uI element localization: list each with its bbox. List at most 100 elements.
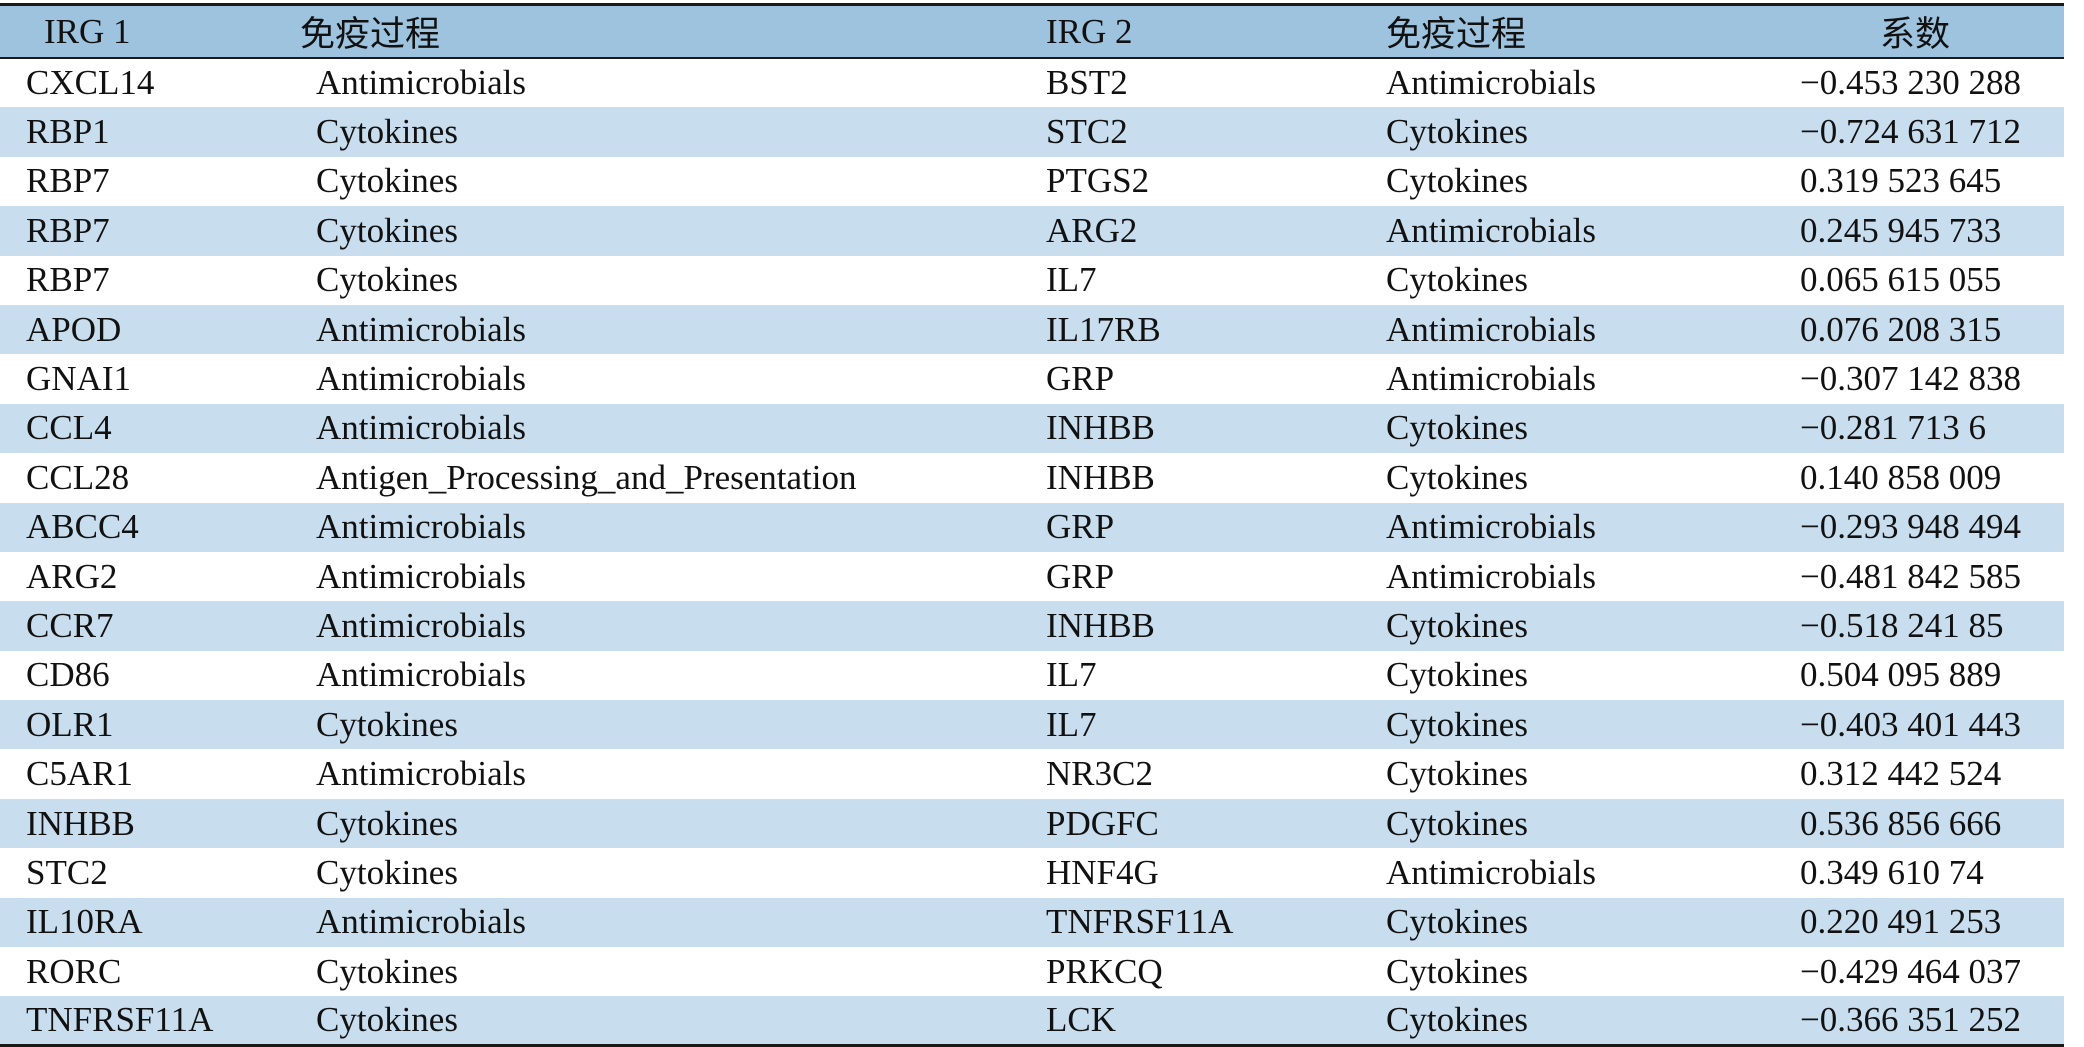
cell-irg2: IL17RB <box>1046 309 1161 349</box>
cell-coefficient: −0.518 241 85 <box>1800 605 2004 645</box>
cell-coefficient: −0.403 401 443 <box>1800 704 2021 744</box>
table-row: RORC Cytokines PRKCQ Cytokines −0.429 464 03… <box>0 947 2064 996</box>
cell-immune-process-1: Antigen_Processing_and_Presentation <box>316 457 857 497</box>
cell-irg1: APOD <box>26 309 122 349</box>
cell-immune-process-1: Antimicrobials <box>316 359 526 399</box>
cell-immune-process-1: Cytokines <box>316 704 458 744</box>
cell-immune-process-2: Cytokines <box>1386 803 1528 843</box>
table-row: GNAI1 Antimicrobials GRP Antimicrobials −0.3… <box>0 354 2064 403</box>
cell-coefficient: 0.349 610 74 <box>1800 852 1984 892</box>
cell-immune-process-1: Antimicrobials <box>316 754 526 794</box>
cell-immune-process-2: Antimicrobials <box>1386 309 1596 349</box>
cell-irg1: IL10RA <box>26 902 143 942</box>
cell-immune-process-1: Cytokines <box>316 210 458 250</box>
cell-immune-process-1: Cytokines <box>316 852 458 892</box>
table-row: RBP1 Cytokines STC2 Cytokines −0.724 631 712 <box>0 107 2064 157</box>
table-body: CXCL14 Antimicrobials BST2 Antimicrobials −0… <box>0 58 2064 1046</box>
cell-irg2: NR3C2 <box>1046 754 1153 794</box>
cell-immune-process-2: Cytokines <box>1386 457 1528 497</box>
cell-immune-process-2: Cytokines <box>1386 754 1528 794</box>
cell-immune-process-2: Cytokines <box>1386 605 1528 645</box>
table-row: C5AR1 Antimicrobials NR3C2 Cytokines 0.312 4… <box>0 749 2064 798</box>
irg-pair-table: IRG 1 免疫过程 IRG 2 免疫过程 系数 CXCL14 Antimicro… <box>0 3 2064 1047</box>
cell-immune-process-1: Antimicrobials <box>316 556 526 596</box>
table-row: APOD Antimicrobials IL17RB Antimicrobials 0.… <box>0 304 2064 355</box>
header-row: IRG 1 免疫过程 IRG 2 免疫过程 系数 <box>0 4 2064 58</box>
irg-pair-table-container: IRG 1 免疫过程 IRG 2 免疫过程 系数 CXCL14 Antimicro… <box>0 3 2064 1047</box>
cell-irg2: PTGS2 <box>1046 161 1150 201</box>
table-row: ARG2 Antimicrobials GRP Antimicrobials −0.48… <box>0 552 2064 601</box>
cell-irg2: STC2 <box>1046 112 1128 152</box>
cell-coefficient: −0.481 842 585 <box>1800 556 2021 596</box>
cell-immune-process-2: Antimicrobials <box>1386 556 1596 596</box>
cell-immune-process-2: Antimicrobials <box>1386 63 1596 103</box>
cell-irg1: STC2 <box>26 852 108 892</box>
cell-irg1: CD86 <box>26 655 110 695</box>
cell-coefficient: 0.220 491 253 <box>1800 902 2002 942</box>
table-row: OLR1 Cytokines IL7 Cytokines −0.403 401 443 <box>0 700 2064 750</box>
table-row: TNFRSF11A Cytokines LCK Cytokines −0.366 351… <box>0 996 2064 1046</box>
cell-irg1: CCR7 <box>26 605 114 645</box>
cell-irg2: GRP <box>1046 507 1115 547</box>
cell-immune-process-2: Antimicrobials <box>1386 359 1596 399</box>
table-row: CXCL14 Antimicrobials BST2 Antimicrobials −0… <box>0 58 2064 107</box>
cell-immune-process-1: Antimicrobials <box>316 408 526 448</box>
cell-irg2: GRP <box>1046 359 1115 399</box>
header-irg2: IRG 2 <box>1046 11 1133 51</box>
cell-coefficient: −0.724 631 712 <box>1800 112 2021 152</box>
cell-irg1: CXCL14 <box>26 63 155 103</box>
cell-immune-process-1: Cytokines <box>316 161 458 201</box>
cell-irg1: RORC <box>26 951 122 991</box>
cell-coefficient: 0.076 208 315 <box>1800 309 2002 349</box>
cell-coefficient: −0.366 351 252 <box>1800 1000 2021 1040</box>
cell-immune-process-2: Antimicrobials <box>1386 210 1596 250</box>
cell-irg2: PRKCQ <box>1046 951 1163 991</box>
cell-immune-process-2: Cytokines <box>1386 408 1528 448</box>
table-row: STC2 Cytokines HNF4G Antimicrobials 0.349 61… <box>0 848 2064 897</box>
table-row: CD86 Antimicrobials IL7 Cytokines 0.504 095 … <box>0 651 2064 700</box>
cell-immune-process-1: Antimicrobials <box>316 63 526 103</box>
table-row: CCR7 Antimicrobials INHBB Cytokines −0.518 2… <box>0 601 2064 651</box>
table-row: RBP7 Cytokines PTGS2 Cytokines 0.319 523 645 <box>0 157 2064 206</box>
cell-irg2: IL7 <box>1046 655 1097 695</box>
cell-immune-process-2: Antimicrobials <box>1386 852 1596 892</box>
cell-irg2: GRP <box>1046 556 1115 596</box>
cell-irg1: GNAI1 <box>26 359 131 399</box>
cell-irg1: C5AR1 <box>26 754 133 794</box>
cell-immune-process-1: Cytokines <box>316 951 458 991</box>
cell-irg1: OLR1 <box>26 704 114 744</box>
cell-coefficient: −0.281 713 6 <box>1800 408 1986 448</box>
cell-coefficient: 0.065 615 055 <box>1800 260 2002 300</box>
cell-irg1: ARG2 <box>26 556 118 596</box>
cell-immune-process-1: Cytokines <box>316 112 458 152</box>
header-coefficient: 系数 <box>1880 15 1951 55</box>
table-row: IL10RA Antimicrobials TNFRSF11A Cytokines 0.… <box>0 897 2064 948</box>
cell-immune-process-1: Cytokines <box>316 260 458 300</box>
cell-irg1: CCL28 <box>26 457 130 497</box>
cell-coefficient: 0.319 523 645 <box>1800 161 2002 201</box>
cell-coefficient: 0.504 095 889 <box>1800 655 2002 695</box>
cell-irg2: HNF4G <box>1046 852 1159 892</box>
cell-immune-process-2: Cytokines <box>1386 112 1528 152</box>
table-row: CCL28 Antigen_Processing_and_Presentation… <box>0 453 2064 502</box>
cell-irg1: RBP7 <box>26 210 110 250</box>
cell-irg1: RBP7 <box>26 161 110 201</box>
cell-coefficient: −0.307 142 838 <box>1800 359 2021 399</box>
cell-irg2: TNFRSF11A <box>1046 902 1234 942</box>
cell-irg1: RBP7 <box>26 260 110 300</box>
cell-irg1: RBP1 <box>26 112 110 152</box>
cell-irg2: ARG2 <box>1046 210 1138 250</box>
cell-irg2: INHBB <box>1046 605 1155 645</box>
cell-immune-process-1: Antimicrobials <box>316 605 526 645</box>
cell-irg2: BST2 <box>1046 63 1128 103</box>
cell-immune-process-1: Antimicrobials <box>316 902 526 942</box>
table-row: INHBB Cytokines PDGFC Cytokines 0.536 856 66… <box>0 798 2064 849</box>
cell-immune-process-1: Cytokines <box>316 1000 458 1040</box>
cell-irg1: CCL4 <box>26 408 112 448</box>
cell-coefficient: −0.453 230 288 <box>1800 63 2021 103</box>
cell-immune-process-1: Antimicrobials <box>316 507 526 547</box>
header-immune-process-1: 免疫过程 <box>300 15 441 55</box>
cell-immune-process-2: Cytokines <box>1386 704 1528 744</box>
table-row: RBP7 Cytokines IL7 Cytokines 0.065 615 055 <box>0 256 2064 305</box>
cell-irg1: TNFRSF11A <box>26 1000 214 1040</box>
